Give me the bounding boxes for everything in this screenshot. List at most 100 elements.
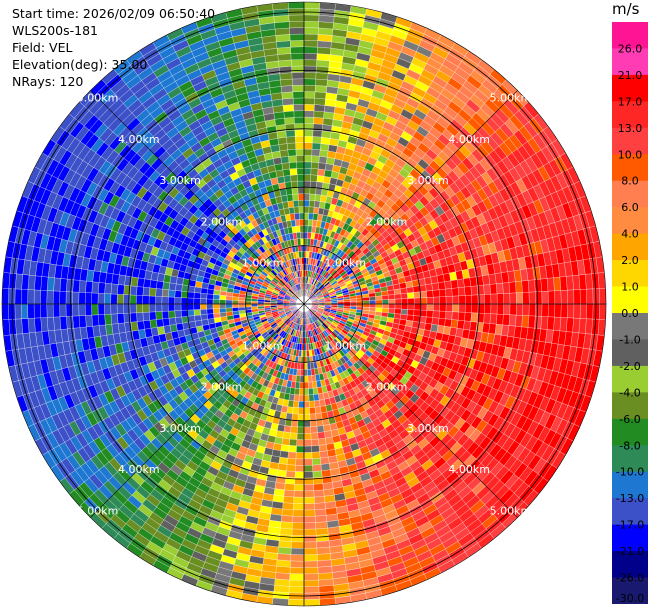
- velocity-gate: [362, 297, 370, 302]
- velocity-gate: [388, 303, 396, 309]
- velocity-gate: [290, 560, 305, 568]
- velocity-gate: [439, 296, 447, 305]
- velocity-gate: [303, 484, 314, 492]
- velocity-gate: [399, 282, 407, 289]
- velocity-gate: [522, 292, 530, 305]
- velocity-gate: [308, 200, 316, 208]
- velocity-gate: [219, 303, 226, 309]
- velocity-gate: [300, 369, 305, 377]
- velocity-gate: [291, 413, 299, 421]
- velocity-gate: [303, 567, 319, 575]
- velocity-gate: [72, 291, 80, 305]
- velocity-gate: [314, 98, 326, 106]
- velocity-gate: [312, 387, 319, 395]
- velocity-gate: [40, 303, 48, 318]
- velocity-gate: [288, 445, 297, 453]
- velocity-gate: [303, 142, 313, 150]
- velocity-gate: [311, 149, 321, 157]
- velocity-gate: [303, 369, 308, 377]
- velocity-gate: [219, 299, 226, 305]
- velocity-gate: [496, 303, 504, 315]
- velocity-gate: [407, 309, 415, 316]
- velocity-gate: [445, 288, 453, 297]
- velocity-gate: [567, 303, 575, 319]
- velocity-gate: [285, 412, 293, 421]
- velocity-gate: [1, 288, 9, 305]
- velocity-gate: [554, 290, 562, 305]
- velocity-gate: [350, 301, 357, 305]
- velocity-gate: [400, 308, 408, 316]
- velocity-gate: [213, 312, 221, 319]
- velocity-gate: [541, 291, 549, 305]
- velocity-gate: [381, 290, 389, 296]
- velocity-gate: [426, 310, 434, 318]
- velocity-gate: [314, 91, 327, 100]
- velocity-gate: [306, 362, 311, 370]
- velocity-gate: [297, 413, 305, 421]
- velocity-gate: [21, 318, 30, 334]
- velocity-gate: [311, 142, 322, 150]
- velocity-gate: [318, 444, 328, 452]
- velocity-gate: [452, 295, 460, 305]
- velocity-gate: [300, 362, 305, 370]
- velocity-gate: [279, 450, 289, 459]
- velocity-gate: [579, 289, 587, 305]
- velocity-gate: [303, 193, 310, 201]
- velocity-gate: [425, 283, 433, 292]
- velocity-gate: [149, 319, 158, 329]
- velocity-gate: [278, 540, 292, 549]
- velocity-gate: [162, 281, 170, 290]
- velocity-gate: [303, 535, 317, 543]
- velocity-gate: [180, 303, 188, 311]
- velocity-gate: [168, 317, 177, 326]
- velocity-gate: [303, 65, 317, 73]
- velocity-gate: [303, 46, 318, 54]
- velocity-gate: [401, 303, 409, 310]
- velocity-gate: [280, 444, 290, 452]
- velocity-gate: [308, 206, 315, 214]
- velocity-gate: [303, 426, 311, 434]
- velocity-gate: [310, 174, 318, 182]
- ppi-plot: 1.00km2.00km3.00km4.00km5.00km1.00km2.00…: [1, 1, 607, 607]
- velocity-gate: [292, 522, 305, 530]
- velocity-gate: [426, 297, 434, 305]
- velocity-gate: [303, 212, 309, 220]
- velocity-gate: [187, 297, 195, 305]
- velocity-gate: [318, 21, 334, 30]
- velocity-gate: [496, 282, 504, 295]
- velocity-gate: [97, 293, 105, 305]
- velocity-gate: [303, 148, 313, 156]
- velocity-gate: [484, 303, 492, 314]
- velocity-gate: [407, 303, 415, 310]
- velocity-gate: [110, 283, 119, 295]
- velocity-gate: [303, 503, 315, 511]
- velocity-gate: [33, 289, 41, 305]
- velocity-gate: [84, 292, 92, 305]
- velocity-gate: [212, 294, 220, 300]
- velocity-gate: [143, 278, 152, 288]
- velocity-gate: [289, 573, 305, 581]
- velocity-gate: [438, 288, 447, 298]
- velocity-gate: [534, 278, 542, 293]
- velocity-gate: [496, 293, 504, 305]
- velocity-gate: [426, 303, 434, 311]
- velocity-gate: [21, 303, 29, 319]
- velocity-gates: [1, 1, 607, 607]
- velocity-gate: [431, 317, 440, 326]
- velocity-gate: [303, 579, 319, 587]
- velocity-gate: [521, 280, 530, 293]
- velocity-gate: [46, 316, 55, 332]
- velocity-gate: [307, 375, 313, 383]
- velocity-gate: [303, 420, 311, 428]
- velocity-gate: [289, 432, 298, 440]
- velocity-gate: [251, 303, 258, 307]
- velocity-gate: [482, 322, 491, 334]
- velocity-gate: [586, 288, 594, 305]
- velocity-gate: [309, 180, 318, 189]
- velocity-gate: [482, 274, 491, 286]
- velocity-gate: [303, 97, 315, 105]
- velocity-gate: [274, 578, 290, 587]
- velocity-gate: [161, 288, 170, 298]
- velocity-gate: [312, 136, 322, 144]
- velocity-gate: [117, 274, 126, 286]
